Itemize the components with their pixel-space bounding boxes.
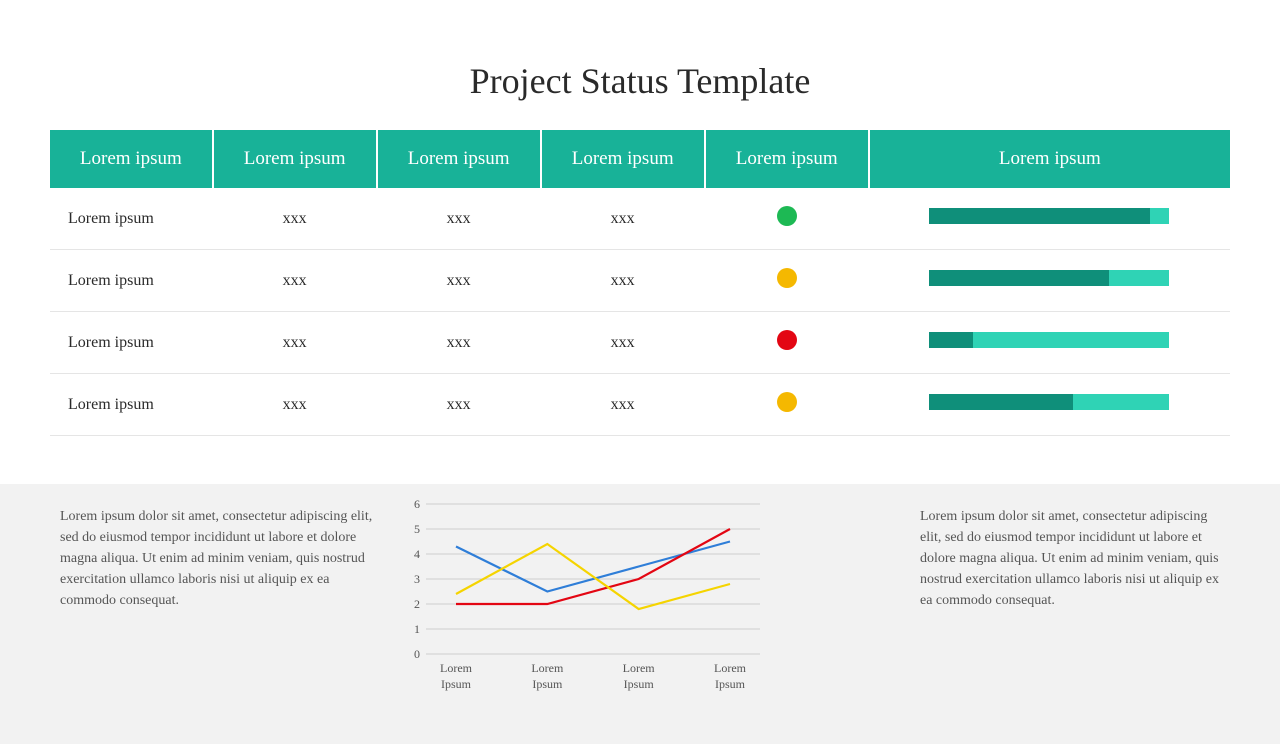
progress-bar — [929, 270, 1169, 286]
table-row: Lorem ipsumxxxxxxxxx — [50, 250, 1230, 312]
line-chart: 0 1 2 3 4 5 6 Lorem Ipsum Lorem Ipsum Lorem Ipsum Lor… — [390, 494, 770, 704]
table-cell: xxx — [541, 188, 705, 250]
table-cell: xxx — [213, 250, 377, 312]
col-header: Lorem ipsum — [377, 130, 541, 188]
svg-text:6: 6 — [414, 497, 420, 511]
svg-text:3: 3 — [414, 572, 420, 586]
table-row: Lorem ipsumxxxxxxxxx — [50, 188, 1230, 250]
progress-bar — [929, 394, 1169, 410]
status-cell — [705, 312, 869, 374]
status-cell — [705, 250, 869, 312]
svg-text:2: 2 — [414, 597, 420, 611]
col-header: Lorem ipsum — [50, 130, 213, 188]
status-table: Lorem ipsum Lorem ipsum Lorem ipsum Lore… — [50, 130, 1230, 436]
svg-text:Lorem: Lorem — [440, 661, 473, 675]
progress-bar — [929, 208, 1169, 224]
svg-text:4: 4 — [414, 547, 420, 561]
progress-bar — [929, 332, 1169, 348]
table-cell: xxx — [377, 188, 541, 250]
status-dot-icon — [777, 206, 797, 226]
table-cell: xxx — [213, 374, 377, 436]
table-cell: xxx — [377, 312, 541, 374]
svg-text:Ipsum: Ipsum — [715, 677, 746, 691]
table-cell: xxx — [541, 374, 705, 436]
svg-text:Lorem: Lorem — [623, 661, 656, 675]
progress-cell — [869, 188, 1230, 250]
progress-cell — [869, 250, 1230, 312]
table-cell: xxx — [377, 250, 541, 312]
col-header: Lorem ipsum — [869, 130, 1230, 188]
progress-cell — [869, 312, 1230, 374]
table-cell: Lorem ipsum — [50, 374, 213, 436]
right-paragraph: Lorem ipsum dolor sit amet, consectetur … — [900, 484, 1280, 611]
series-blue — [456, 542, 730, 592]
progress-cell — [869, 374, 1230, 436]
svg-text:5: 5 — [414, 522, 420, 536]
table-cell: xxx — [213, 188, 377, 250]
table-cell: xxx — [541, 312, 705, 374]
slide-canvas: Project Status Template Lorem ipsum Lore… — [0, 24, 1280, 744]
status-dot-icon — [777, 330, 797, 350]
page-title: Project Status Template — [0, 24, 1280, 102]
line-chart-container: 0 1 2 3 4 5 6 Lorem Ipsum Lorem Ipsum Lorem Ipsum Lor… — [380, 484, 900, 704]
col-header: Lorem ipsum — [705, 130, 869, 188]
svg-text:1: 1 — [414, 622, 420, 636]
table-cell: Lorem ipsum — [50, 188, 213, 250]
table-cell: xxx — [377, 374, 541, 436]
table-row: Lorem ipsumxxxxxxxxx — [50, 374, 1230, 436]
svg-text:0: 0 — [414, 647, 420, 661]
status-cell — [705, 188, 869, 250]
bottom-panel: Lorem ipsum dolor sit amet, consectetur … — [0, 484, 1280, 744]
table-header-row: Lorem ipsum Lorem ipsum Lorem ipsum Lore… — [50, 130, 1230, 188]
svg-text:Ipsum: Ipsum — [441, 677, 472, 691]
status-cell — [705, 374, 869, 436]
status-table-container: Lorem ipsum Lorem ipsum Lorem ipsum Lore… — [50, 130, 1230, 436]
col-header: Lorem ipsum — [213, 130, 377, 188]
table-cell: Lorem ipsum — [50, 250, 213, 312]
svg-text:Lorem: Lorem — [714, 661, 747, 675]
table-row: Lorem ipsumxxxxxxxxx — [50, 312, 1230, 374]
svg-text:Lorem: Lorem — [531, 661, 564, 675]
left-paragraph: Lorem ipsum dolor sit amet, consectetur … — [0, 484, 380, 611]
col-header: Lorem ipsum — [541, 130, 705, 188]
table-body: Lorem ipsumxxxxxxxxxLorem ipsumxxxxxxxxx… — [50, 188, 1230, 436]
table-cell: Lorem ipsum — [50, 312, 213, 374]
table-cell: xxx — [541, 250, 705, 312]
svg-text:Ipsum: Ipsum — [532, 677, 563, 691]
status-dot-icon — [777, 268, 797, 288]
svg-text:Ipsum: Ipsum — [624, 677, 655, 691]
table-cell: xxx — [213, 312, 377, 374]
status-dot-icon — [777, 392, 797, 412]
